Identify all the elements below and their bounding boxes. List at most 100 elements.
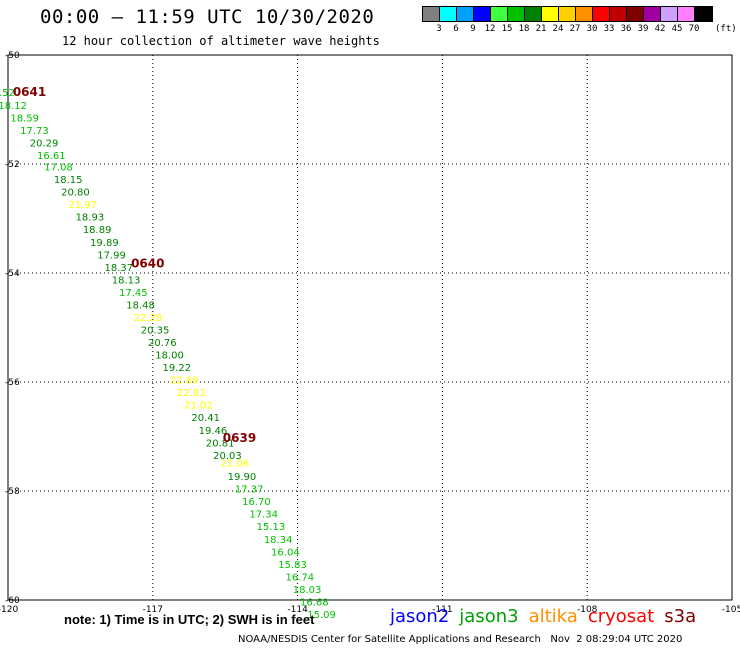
footer-note: note: 1) Time is in UTC; 2) SWH is in fe… [64, 612, 315, 627]
legend-label: 18 [518, 24, 530, 34]
wave-height-value: 17.08 [44, 163, 73, 174]
wave-height-value: 19.46 [199, 426, 228, 437]
wave-height-value: 19.89 [90, 238, 119, 249]
satellite-s3a: s3a [664, 606, 697, 627]
wave-height-value: 18.13 [112, 275, 141, 286]
legend-swatch [491, 7, 508, 21]
satellite-jason3: jason3 [459, 606, 519, 627]
legend-swatch [440, 7, 457, 21]
legend-swatch [661, 7, 678, 21]
wave-height-value: 20.81 [206, 438, 235, 449]
legend-swatch [457, 7, 474, 21]
x-tick-label: -117 [143, 605, 163, 615]
wave-height-value: 20.03 [213, 451, 242, 462]
legend-swatch [542, 7, 559, 21]
time-label: 0640 [131, 257, 164, 271]
satellite-altika: altika [528, 606, 578, 627]
wave-height-value: 20.76 [148, 338, 177, 349]
wave-height-value: 16.68 [300, 597, 329, 608]
wave-height-value: 16.61 [37, 151, 66, 162]
wave-height-value: 17.73 [20, 126, 49, 137]
legend-label: 30 [586, 24, 598, 34]
legend-swatches [422, 6, 713, 22]
legend-label: 42 [654, 24, 666, 34]
y-tick-label: -54 [5, 269, 20, 279]
wave-height-value: 18.89 [83, 225, 112, 236]
wave-height-value: 18.93 [76, 213, 105, 224]
legend-label: 27 [569, 24, 581, 34]
legend-swatch [695, 7, 712, 21]
wave-height-value: 20.41 [191, 413, 220, 424]
wave-height-value: 18.59 [10, 113, 39, 124]
wave-height-value: 18.34 [264, 535, 293, 546]
wave-height-value: 18.48 [126, 300, 155, 311]
legend-swatch [678, 7, 695, 21]
wave-height-value: 21.06 [220, 458, 249, 469]
y-tick-label: -60 [5, 596, 20, 606]
legend-label: 39 [637, 24, 649, 34]
satellite-jason2: jason2 [390, 606, 450, 627]
wave-height-value: 19.90 [228, 472, 257, 483]
legend-label: 36 [620, 24, 632, 34]
page-title: 00:00 – 11:59 UTC 10/30/2020 [40, 6, 375, 28]
x-tick-label: -120 [0, 605, 18, 615]
wave-height-value: 19.22 [162, 363, 191, 374]
wave-height-value: 15.13 [257, 522, 286, 533]
y-tick-label: -50 [5, 51, 20, 61]
legend-swatch [423, 7, 440, 21]
legend-unit: (ft) [715, 24, 737, 34]
legend-swatch [525, 7, 542, 21]
x-tick-label: -114 [287, 605, 308, 615]
wave-height-value: 17.37 [235, 485, 264, 496]
legend-label: 12 [484, 24, 496, 34]
map-frame [7, 54, 733, 601]
credit-line: NOAA/NESDIS Center for Satellite Applica… [238, 634, 683, 645]
wave-height-value: 21.02 [184, 401, 213, 412]
wave-height-value: 16.74 [286, 572, 315, 583]
legend-swatch [610, 7, 627, 21]
wave-height-value: 17.99 [97, 250, 126, 261]
legend-swatch [644, 7, 661, 21]
satellite-legend: jason2 jason3 altika cryosat s3a [390, 606, 706, 627]
legend-label: 9 [470, 24, 476, 34]
wave-height-value: 20.35 [141, 325, 170, 336]
wave-height-value: 18.12 [0, 101, 27, 112]
legend-label: 3 [436, 24, 442, 34]
legend-swatch [576, 7, 593, 21]
wave-height-value: 17.34 [249, 510, 278, 521]
color-legend: 3 6 9 12 15 18 21 24 27 30 33 36 39 42 45 70 (ft) [422, 6, 737, 36]
legend-swatch [627, 7, 644, 21]
wave-height-value: 22.89 [170, 376, 199, 387]
wave-height-value: 18.37 [105, 263, 134, 274]
legend-label: 45 [671, 24, 683, 34]
wave-height-value: 16.70 [242, 497, 271, 508]
legend-label: 33 [603, 24, 615, 34]
legend-label: 70 [688, 24, 700, 34]
wave-height-value: 18.00 [155, 351, 184, 362]
wave-height-value: 18.15 [54, 175, 83, 186]
x-tick-label: -105 [722, 605, 740, 615]
wave-height-value: 16.04 [271, 547, 300, 558]
legend-swatch [559, 7, 576, 21]
time-label: 0639 [223, 431, 256, 445]
wave-height-value: 22.28 [133, 313, 162, 324]
y-tick-label: -56 [5, 378, 20, 388]
wave-height-value: 15.09 [307, 610, 336, 621]
page-subtitle: 12 hour collection of altimeter wave hei… [62, 34, 380, 48]
wave-height-value: 22.01 [177, 388, 206, 399]
legend-label: 6 [453, 24, 459, 34]
y-tick-label: -58 [5, 487, 20, 497]
wave-height-value: 20.29 [30, 139, 59, 150]
wave-height-value: 21.97 [68, 200, 97, 211]
legend-label: 21 [535, 24, 547, 34]
legend-labels: 3 6 9 12 15 18 21 24 27 30 33 36 39 42 45 70 (ft) [422, 24, 736, 36]
legend-label: 24 [552, 24, 564, 34]
wave-height-value: 17.45 [119, 288, 148, 299]
x-tick-label: -111 [432, 605, 452, 615]
wave-height-value: 20.80 [61, 188, 90, 199]
y-tick-label: -52 [5, 160, 20, 170]
wave-height-value: 16.52 [0, 88, 15, 99]
legend-swatch [593, 7, 610, 21]
satellite-cryosat: cryosat [587, 606, 655, 627]
